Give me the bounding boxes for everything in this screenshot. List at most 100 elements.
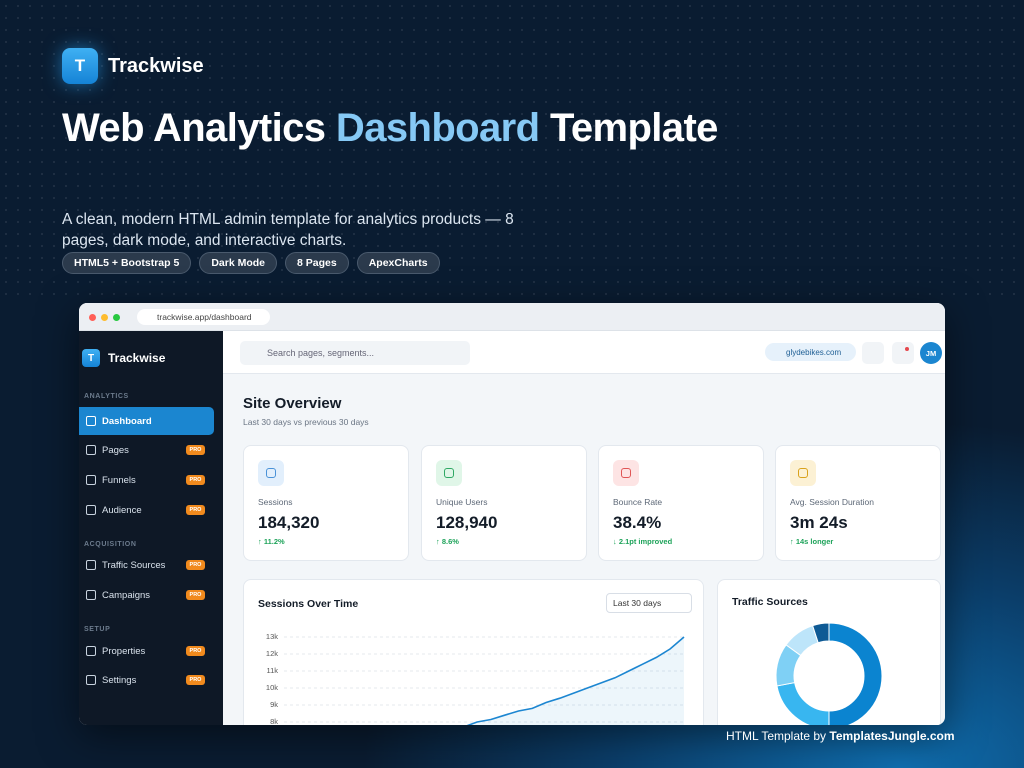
nav-icon: [86, 646, 96, 656]
nav-icon: [86, 675, 96, 685]
nav-label: Properties: [102, 645, 146, 657]
stat-icon: [436, 460, 462, 486]
badge-row: HTML5 + Bootstrap 5 Dark Mode 8 Pages ApexC…: [62, 252, 440, 274]
hero-subtitle: A clean, modern HTML admin template for …: [62, 211, 514, 249]
badge: 8 Pages: [285, 252, 349, 274]
nav-item[interactable]: Settings PRO: [79, 666, 214, 694]
site-selector[interactable]: glydebikes.com: [765, 343, 856, 361]
sidebar-logo: T: [82, 349, 100, 367]
nav-label: Pages: [102, 444, 129, 456]
section-heading: ACQUISITION: [84, 541, 137, 548]
y-tick-label: 10k: [266, 683, 278, 692]
card-title: Sessions Over Time: [258, 598, 359, 610]
nav-item[interactable]: Campaigns PRO: [79, 581, 214, 609]
page-title: Site Overview: [243, 395, 342, 412]
notifications[interactable]: [892, 342, 914, 364]
nav-item[interactable]: Funnels PRO: [79, 466, 214, 494]
stat-icon-glyph: [621, 468, 631, 478]
nav-item[interactable]: Pages PRO: [79, 436, 214, 464]
section-heading: SETUP: [84, 626, 111, 633]
avatar[interactable]: JM: [920, 342, 942, 364]
url-bar[interactable]: trackwise.app/dashboard: [137, 309, 270, 325]
stat-icon: [258, 460, 284, 486]
line-series: [466, 636, 685, 725]
window-dot: [89, 314, 96, 321]
title-part: Template: [549, 106, 718, 150]
footer-credit: HTML Template by TemplatesJungle.com: [726, 729, 955, 743]
brand-name: Trackwise: [108, 55, 204, 77]
pro-badge: PRO: [186, 505, 205, 515]
stat-card: Avg. Session Duration 3m 24s ↑ 14s longer: [775, 445, 941, 561]
nav-label: Dashboard: [102, 415, 152, 427]
stat-label: Bounce Rate: [613, 497, 663, 507]
search-box[interactable]: Search pages, segments...: [240, 341, 470, 365]
nav-icon: [86, 416, 96, 426]
nav-item[interactable]: Audience PRO: [79, 496, 214, 524]
y-tick-label: 12k: [266, 649, 278, 658]
badge: ApexCharts: [356, 252, 440, 274]
pro-badge: PRO: [186, 560, 205, 570]
hero-title: Web Analytics Dashboard Template: [62, 106, 718, 151]
nav-icon: [86, 445, 96, 455]
title-part: Web Analytics: [62, 106, 326, 150]
pro-badge: PRO: [186, 445, 205, 455]
stat-value: 184,320: [258, 513, 320, 532]
topbar: Search pages, segments... glydebikes.com…: [223, 331, 945, 374]
sidebar-brand: Trackwise: [108, 351, 166, 365]
range-select[interactable]: Last 30 days: [606, 593, 692, 613]
nav-label: Funnels: [102, 474, 136, 486]
stat-change: ↑ 14s longer: [790, 537, 834, 546]
pie-slice: [776, 681, 830, 725]
stat-change: ↑ 8.6%: [436, 537, 459, 546]
stat-icon: [790, 460, 816, 486]
stat-icon-glyph: [444, 468, 454, 478]
nav-label: Audience: [102, 504, 142, 516]
pro-badge: PRO: [186, 675, 205, 685]
y-tick-label: 13k: [266, 632, 278, 641]
chart-group: 8k 9k 10k 11k 12k 13k: [266, 622, 883, 725]
badge: Dark Mode: [199, 252, 277, 274]
stat-value: 38.4%: [613, 513, 662, 532]
nav-label: Traffic Sources: [102, 559, 166, 571]
nav-label: Campaigns: [102, 589, 151, 601]
line-area: [468, 637, 684, 725]
nav-item[interactable]: Properties PRO: [79, 637, 214, 665]
stat-icon: [613, 460, 639, 486]
sessions-card: Sessions Over Time Last 30 days: [243, 579, 704, 725]
page-subtitle: Last 30 days vs previous 30 days: [243, 417, 369, 427]
window-dot: [113, 314, 120, 321]
stat-change: ↑ 11.2%: [258, 537, 285, 546]
nav-label: Settings: [102, 674, 137, 686]
badge: HTML5 + Bootstrap 5: [62, 252, 192, 274]
card-title: Traffic Sources: [732, 596, 808, 608]
y-tick-label: 11k: [266, 666, 278, 675]
sidebar: T Trackwise ANALYTICS Dashboard Pages PRO Fu…: [79, 331, 223, 725]
stat-label: Unique Users: [436, 497, 488, 507]
nav-icon: [86, 590, 96, 600]
background-dots: [0, 0, 1024, 300]
stat-card: Sessions 184,320 ↑ 11.2%: [243, 445, 409, 561]
traffic-card: Traffic Sources: [717, 579, 941, 725]
nav-icon: [86, 505, 96, 515]
nav-item[interactable]: Dashboard: [79, 407, 214, 435]
theme-toggle[interactable]: [862, 342, 884, 364]
pro-badge: PRO: [186, 590, 205, 600]
nav-icon: [86, 475, 96, 485]
pro-badge: PRO: [186, 475, 205, 485]
pro-badge: PRO: [186, 646, 205, 656]
pie-slice: [828, 622, 883, 725]
stat-icon-glyph: [798, 468, 808, 478]
pie-slice: [811, 622, 830, 644]
stat-card: Unique Users 128,940 ↑ 8.6%: [421, 445, 587, 561]
nav-item[interactable]: Traffic Sources PRO: [79, 551, 214, 579]
stat-label: Sessions: [258, 497, 293, 507]
section-heading: ANALYTICS: [84, 393, 129, 400]
nav-icon: [86, 560, 96, 570]
stat-value: 128,940: [436, 513, 498, 532]
stat-icon-glyph: [266, 468, 276, 478]
brand-logo: T: [62, 48, 98, 84]
stat-value: 3m 24s: [790, 513, 848, 532]
stat-label: Avg. Session Duration: [790, 497, 874, 507]
